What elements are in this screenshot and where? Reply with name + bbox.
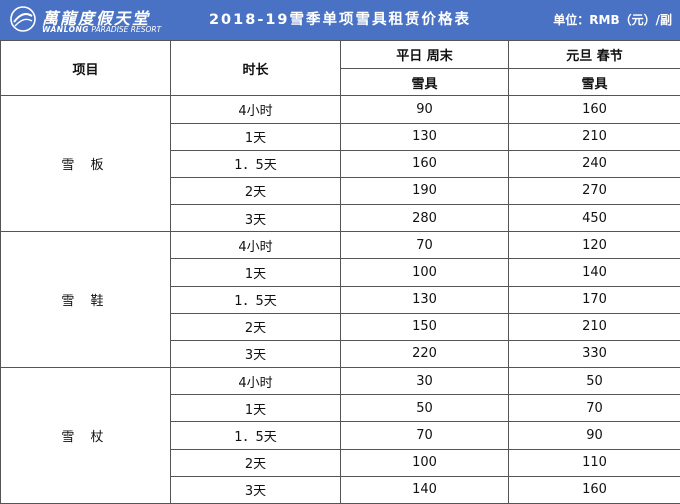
duration-cell: 1．5天 xyxy=(170,285,341,314)
duration-cell: 3天 xyxy=(170,339,341,369)
logo-chinese: 萬龍度假天堂 xyxy=(42,9,151,28)
duration-cell: 1天 xyxy=(170,258,341,287)
holiday-price-cell: 210 xyxy=(508,122,680,151)
table-row: 1．5天 70 90 xyxy=(1,421,680,450)
duration-cell: 1天 xyxy=(170,122,341,151)
holiday-price-cell: 170 xyxy=(508,285,680,314)
weekday-price-cell: 50 xyxy=(340,394,509,423)
page-title: 2018-19雪季单项雪具租赁价格表 xyxy=(208,12,472,28)
weekday-price-cell: 220 xyxy=(340,339,509,369)
header-row: 项目 时长 平日 周末 元旦 春节 xyxy=(0,39,680,97)
table-row: 1．5天 160 240 xyxy=(1,149,680,178)
weekday-price-cell: 150 xyxy=(340,312,509,341)
duration-cell: 4小时 xyxy=(170,367,341,396)
holiday-price-cell: 70 xyxy=(508,394,680,423)
col-header-duration: 时长 xyxy=(170,39,341,97)
holiday-price-cell: 160 xyxy=(508,475,680,504)
weekday-price-cell: 190 xyxy=(340,176,509,206)
category-cell: 雪 杖 xyxy=(0,367,171,504)
holiday-price-cell: 140 xyxy=(508,258,680,287)
unit-label: 单位：RMB（元）/副 xyxy=(553,13,672,27)
holiday-price-cell: 240 xyxy=(508,149,680,178)
weekday-price-cell: 70 xyxy=(340,231,509,260)
duration-cell: 3天 xyxy=(170,204,341,233)
holiday-price-cell: 110 xyxy=(508,448,680,477)
holiday-price-cell: 50 xyxy=(508,367,680,396)
header-bar: 萬龍度假天堂 WANLONG PARADISE RESORT 2018-19雪季… xyxy=(0,0,680,40)
table-row: 1天 130 210 xyxy=(1,122,680,151)
subheader-weekday: 雪具 xyxy=(340,68,509,97)
duration-cell: 4小时 xyxy=(170,95,341,124)
duration-cell: 1．5天 xyxy=(170,421,341,450)
rental-price-table: 项目 时长 平日 周末 元旦 春节 雪具 雪具 雪 板 4小时 90 160 1天 130… xyxy=(0,39,680,504)
resort-logo-icon xyxy=(10,6,36,32)
logo-english-bold: WANLONG xyxy=(42,25,89,34)
holiday-price-cell: 120 xyxy=(508,231,680,260)
category-cell: 雪 鞋 xyxy=(0,231,171,369)
holiday-price-cell: 330 xyxy=(508,339,680,369)
holiday-price-cell: 160 xyxy=(508,95,680,124)
table-row: 2天 100 110 xyxy=(1,448,680,477)
weekday-price-cell: 140 xyxy=(340,475,509,504)
table-row: 雪 杖 4小时 30 50 xyxy=(0,367,680,504)
weekday-price-cell: 280 xyxy=(340,204,509,233)
duration-cell: 2天 xyxy=(170,176,341,206)
weekday-price-cell: 100 xyxy=(340,258,509,287)
logo-english: WANLONG PARADISE RESORT xyxy=(42,25,161,34)
holiday-price-cell: 270 xyxy=(508,176,680,206)
subheader-holiday: 雪具 xyxy=(508,68,680,97)
weekday-price-cell: 130 xyxy=(340,285,509,314)
col-header-item: 项目 xyxy=(0,39,171,97)
holiday-price-cell: 210 xyxy=(508,312,680,341)
weekday-price-cell: 90 xyxy=(340,95,509,124)
holiday-price-cell: 450 xyxy=(508,204,680,233)
weekday-price-cell: 160 xyxy=(340,149,509,178)
logo-english-rest: PARADISE RESORT xyxy=(91,25,162,34)
weekday-price-cell: 100 xyxy=(340,448,509,477)
table-row: 3天 220 330 xyxy=(1,339,680,369)
duration-cell: 1天 xyxy=(170,394,341,423)
logo: 萬龍度假天堂 WANLONG PARADISE RESORT xyxy=(6,3,176,37)
col-header-weekday: 平日 周末 xyxy=(340,39,509,70)
col-header-holiday: 元旦 春节 xyxy=(508,39,680,70)
table-row: 雪 板 4小时 90 160 xyxy=(0,95,680,233)
table-row: 雪 鞋 4小时 70 120 xyxy=(0,231,680,369)
duration-cell: 2天 xyxy=(170,312,341,341)
weekday-price-cell: 30 xyxy=(340,367,509,396)
duration-cell: 4小时 xyxy=(170,231,341,260)
weekday-price-cell: 70 xyxy=(340,421,509,450)
holiday-price-cell: 90 xyxy=(508,421,680,450)
duration-cell: 3天 xyxy=(170,475,341,504)
subheader-row: 雪具 雪具 xyxy=(1,68,680,97)
table-row: 3天 140 160 xyxy=(1,475,680,504)
duration-cell: 1．5天 xyxy=(170,149,341,178)
category-cell: 雪 板 xyxy=(0,95,171,233)
duration-cell: 2天 xyxy=(170,448,341,477)
weekday-price-cell: 130 xyxy=(340,122,509,151)
table-row: 1天 100 140 xyxy=(1,258,680,287)
